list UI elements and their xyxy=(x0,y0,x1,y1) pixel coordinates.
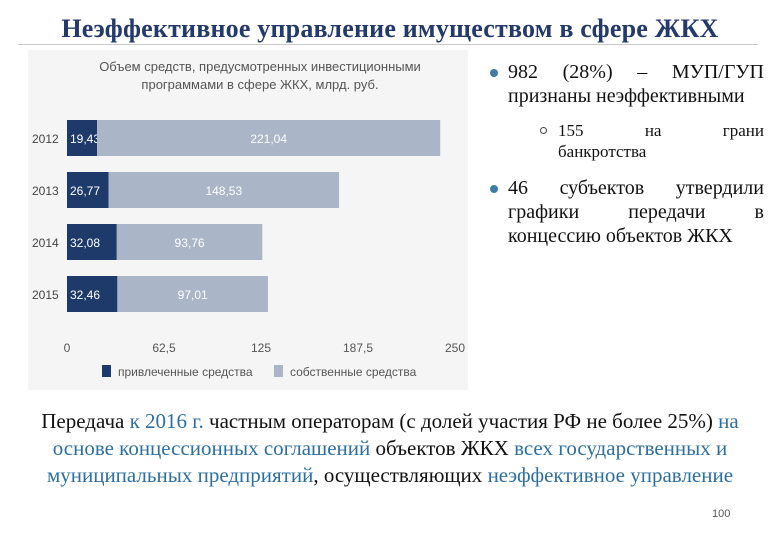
statement-part-7: , осуществляющих xyxy=(313,463,488,487)
value-label-2013-series-2: 148,53 xyxy=(205,184,242,198)
bar-2014-series-1 xyxy=(67,224,117,260)
value-label-2012-series-1: 19,43 xyxy=(70,132,100,146)
page-number: 100 xyxy=(712,508,731,520)
bar-2015-series-2 xyxy=(117,276,268,312)
bar-2012-series-1 xyxy=(67,120,98,156)
bar-2013-series-1 xyxy=(67,172,109,208)
category-label-2012: 2012 xyxy=(32,132,59,146)
stacked-bar-chart: 2012 19,43 221,04 2013 26,77 148,53 2014 32,08 9… xyxy=(32,120,465,379)
slide-title: Неэффективное управление имуществом в сф… xyxy=(61,14,719,43)
x-tick-label-3: 187,5 xyxy=(343,341,373,355)
sub-bullet-row: 155 на грани xyxy=(558,120,764,141)
legend-swatch-1 xyxy=(102,365,111,377)
bar-2012-series-2 xyxy=(97,120,441,156)
title-divider xyxy=(18,44,758,45)
legend-swatch-2 xyxy=(274,365,283,377)
bullet-dot-icon xyxy=(490,69,498,77)
bullet-item-2: 46 субъектов утвердили графики передачи … xyxy=(488,176,764,248)
statement-highlight-management: неэффективное управление xyxy=(487,463,734,487)
category-label-2015: 2015 xyxy=(32,288,59,302)
legend-label-1: привлеченные средства xyxy=(118,365,253,379)
chart-panel xyxy=(28,50,468,390)
sub-bullet-number: 155 xyxy=(558,121,584,140)
legend-label-2: собственные средства xyxy=(290,365,417,379)
value-label-2014-series-2: 93,76 xyxy=(175,236,205,250)
bullet-list: 982 (28%) – МУП/ГУП признаны неэффективн… xyxy=(488,60,764,248)
value-label-2013-series-1: 26,77 xyxy=(70,184,100,198)
value-label-2015-series-1: 32,46 xyxy=(70,288,100,302)
statement-highlight-enterprises: всех государственных и муниципальных пре… xyxy=(46,436,728,487)
statement-part-5: объектов ЖКХ xyxy=(370,436,515,460)
bullet-dot-icon xyxy=(490,185,498,193)
x-tick-label-1: 62,5 xyxy=(152,341,176,355)
sub-bullet-word-bankruptcy: банкротства xyxy=(558,142,647,161)
x-tick-label-0: 0 xyxy=(64,341,71,355)
category-label-2013: 2013 xyxy=(32,184,59,198)
bar-2013-series-2 xyxy=(108,172,340,208)
bullet-text-2: 46 субъектов утвердили графики передачи … xyxy=(508,177,764,247)
chart-title-line-2: программами в сфере ЖКХ, млрд. руб. xyxy=(141,77,379,92)
sub-bullet-word-on: на xyxy=(644,121,662,140)
sub-bullet-word-edge: грани xyxy=(722,121,764,140)
sub-bullet-item: 155 на грани банкротства xyxy=(540,120,764,162)
value-label-2015-series-2: 97,01 xyxy=(178,288,208,302)
value-label-2012-series-2: 221,04 xyxy=(250,132,287,146)
statement-highlight-year: к 2016 г. xyxy=(129,409,204,433)
x-tick-label-4: 250 xyxy=(445,341,465,355)
statement-part-3: частным операторам (с долей участия РФ н… xyxy=(203,409,719,433)
chart-title-line-1: Объем средств, предусмотренных инвестици… xyxy=(99,59,421,74)
sub-bullet-ring-icon xyxy=(540,127,547,134)
bottom-statement: Передача к 2016 г. частным операторам (с… xyxy=(30,408,750,489)
bar-2015-series-1 xyxy=(67,276,118,312)
value-label-2014-series-1: 32,08 xyxy=(70,236,100,250)
chart-title: Объем средств, предусмотренных инвестици… xyxy=(70,58,450,94)
statement-part-1: Передача xyxy=(41,409,130,433)
bullet-text-1: 982 (28%) – МУП/ГУП признаны неэффективн… xyxy=(508,61,764,107)
statement-highlight-concession: на основе концессионных соглашений xyxy=(52,409,739,460)
x-tick-label-2: 125 xyxy=(251,341,271,355)
bar-2014-series-2 xyxy=(116,224,263,260)
bullet-item-1: 982 (28%) – МУП/ГУП признаны неэффективн… xyxy=(488,60,764,108)
category-label-2014: 2014 xyxy=(32,236,59,250)
